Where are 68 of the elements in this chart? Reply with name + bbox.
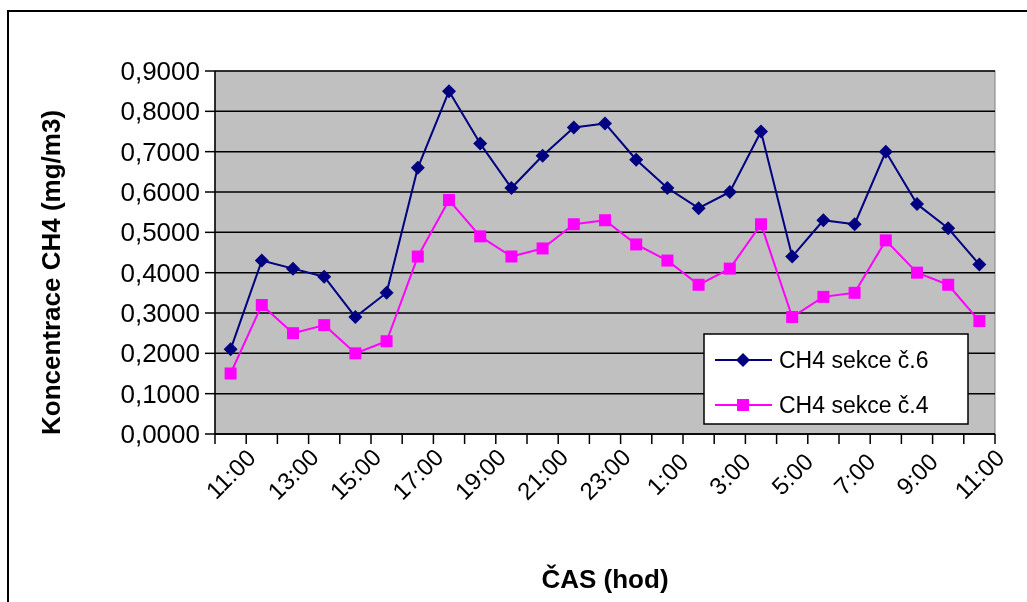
- point: [505, 250, 518, 263]
- point: [723, 262, 736, 275]
- point: [755, 218, 767, 231]
- x-axis-title: ČAS (hod): [541, 564, 669, 594]
- x-tick-label: 7:00: [828, 447, 881, 500]
- y-tick-label: 0,6000: [120, 177, 200, 208]
- point: [255, 298, 268, 311]
- y-tick-label: 0,7000: [120, 136, 200, 167]
- point: [661, 254, 674, 267]
- y-tick-label: 0,1000: [120, 378, 200, 409]
- point: [630, 238, 643, 251]
- x-tick-label: 9:00: [890, 447, 943, 500]
- point: [599, 214, 611, 227]
- point: [410, 160, 425, 175]
- point: [941, 221, 956, 236]
- point: [254, 253, 269, 268]
- legend-label: CH4 sekce č.4: [779, 392, 929, 418]
- y-axis-title: Koncentrace CH4 (mg/m3): [36, 109, 66, 436]
- point: [692, 278, 705, 291]
- y-tick-label: 0,0000: [120, 419, 200, 450]
- point: [942, 278, 955, 291]
- point: [349, 347, 362, 360]
- point: [785, 249, 800, 264]
- point: [286, 261, 300, 276]
- point: [535, 148, 550, 163]
- point: [442, 84, 456, 99]
- point: [722, 185, 737, 199]
- point: [598, 116, 612, 131]
- point: [411, 250, 424, 263]
- point: [973, 315, 986, 328]
- point: [878, 144, 893, 159]
- x-tick-label: 3:00: [703, 447, 756, 500]
- legend-label: CH4 sekce č.6: [779, 347, 929, 373]
- point: [380, 335, 393, 348]
- y-tick-label: 0,8000: [120, 96, 200, 127]
- point: [443, 194, 455, 207]
- y-tick-label: 0,2000: [120, 338, 200, 369]
- point: [567, 218, 580, 231]
- point: [318, 319, 331, 332]
- point: [660, 180, 675, 195]
- point: [317, 269, 332, 284]
- point: [504, 180, 519, 195]
- point: [847, 217, 862, 232]
- point: [348, 310, 363, 325]
- point: [224, 367, 237, 380]
- point: [629, 152, 644, 167]
- point: [910, 197, 924, 212]
- y-tick-label: 0,9000: [120, 56, 200, 87]
- point: [474, 230, 487, 243]
- point: [566, 120, 581, 135]
- point: [754, 124, 768, 139]
- point: [786, 311, 799, 324]
- point: [817, 290, 830, 303]
- point: [848, 286, 861, 299]
- point: [972, 257, 987, 272]
- point: [816, 213, 831, 228]
- y-tick-label: 0,3000: [120, 298, 200, 329]
- point: [473, 136, 488, 151]
- point: [911, 266, 923, 279]
- point: [379, 285, 394, 300]
- point: [287, 327, 299, 340]
- x-tick-label: 5:00: [766, 447, 819, 500]
- point: [879, 234, 892, 247]
- y-tick-label: 0,4000: [120, 257, 200, 288]
- point: [691, 201, 706, 216]
- point: [223, 342, 238, 357]
- point: [536, 242, 549, 255]
- y-tick-label: 0,5000: [120, 217, 200, 248]
